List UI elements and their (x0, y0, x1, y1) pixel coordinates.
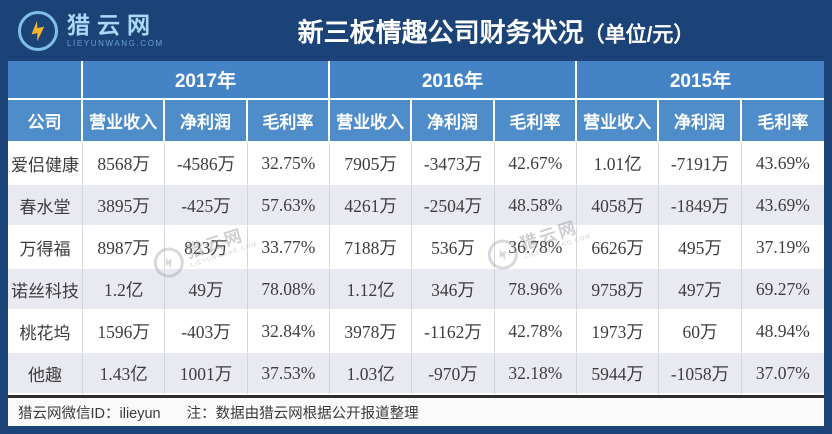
table-cell: -3473万 (412, 143, 495, 185)
table-cell: -1058万 (659, 353, 742, 395)
table-cell: -1162万 (412, 311, 495, 353)
table-cell: 37.19% (741, 227, 824, 269)
table-cell: -1849万 (659, 185, 742, 227)
table-cell: -2504万 (412, 185, 495, 227)
table-cell: 823万 (165, 227, 248, 269)
column-header: 净利润 (659, 100, 742, 143)
table-cell: 1.12亿 (330, 269, 413, 311)
company-cell: 爱侣健康 (8, 143, 83, 185)
company-cell: 诺丝科技 (8, 269, 83, 311)
table-cell: 1.03亿 (330, 353, 413, 395)
table-cell: -4586万 (165, 143, 248, 185)
financial-table-container: 2017年 2016年 2015年 公司 营业收入 净利润 毛利率 营业收入 净… (8, 61, 824, 426)
column-header-company: 公司 (8, 100, 83, 143)
table-cell: 6626万 (577, 227, 660, 269)
year-header-2015: 2015年 (577, 61, 824, 100)
table-cell: 1.43亿 (83, 353, 166, 395)
table-cell: 32.84% (247, 311, 330, 353)
table-cell: 9758万 (577, 269, 660, 311)
company-cell: 他趣 (8, 353, 83, 395)
table-cell: 7188万 (330, 227, 413, 269)
table-cell: 346万 (412, 269, 495, 311)
table-cell: 32.18% (494, 353, 577, 395)
page-title: 新三板情趣公司财务状况（单位/元） (298, 12, 695, 49)
table-cell: 43.69% (741, 143, 824, 185)
column-header: 营业收入 (83, 100, 166, 143)
table-cell: 1.2亿 (83, 269, 166, 311)
table-cell: 8568万 (83, 143, 166, 185)
corner-cell (8, 61, 83, 100)
table-cell: 32.75% (247, 143, 330, 185)
table-cell: 48.58% (494, 185, 577, 227)
company-cell: 桃花坞 (8, 311, 83, 353)
table-cell: 7905万 (330, 143, 413, 185)
company-cell: 万得福 (8, 227, 83, 269)
table-cell: 3978万 (330, 311, 413, 353)
page-title-unit: （单位/元） (583, 23, 695, 46)
table-cell: 536万 (412, 227, 495, 269)
year-header-2017: 2017年 (83, 61, 330, 100)
table-cell: 3895万 (83, 185, 166, 227)
table-cell: -403万 (165, 311, 248, 353)
table-cell: 36.78% (494, 227, 577, 269)
table-cell: 1973万 (577, 311, 660, 353)
table-cell: 497万 (659, 269, 742, 311)
table-cell: 1596万 (83, 311, 166, 353)
footer-wechat-id: 猎云网微信ID：ilieyun (18, 405, 161, 422)
company-cell: 春水堂 (8, 185, 83, 227)
page-title-main: 新三板情趣公司财务状况 (297, 17, 584, 47)
footer-source-note: 注：数据由猎云网根据公开报道整理 (186, 405, 419, 422)
table-cell: 57.63% (247, 185, 330, 227)
logo-brand: 猎云网 (67, 11, 157, 38)
footer-bar: 猎云网微信ID：ilieyun 注：数据由猎云网根据公开报道整理 (8, 395, 824, 426)
table-cell: 43.69% (741, 185, 824, 227)
column-header: 净利润 (412, 100, 495, 143)
table-cell: -7191万 (659, 143, 742, 185)
table-cell: 48.94% (741, 311, 824, 353)
table-cell: 49万 (165, 269, 248, 311)
table-cell: 1.01亿 (577, 143, 660, 185)
table-cell: 5944万 (577, 353, 660, 395)
lieyun-logo: 猎云网 LIEYUNWANG.COM (18, 10, 164, 51)
column-header: 营业收入 (577, 100, 660, 143)
table-cell: 37.53% (247, 353, 330, 395)
table-cell: 1001万 (165, 353, 248, 395)
top-banner: 猎云网 LIEYUNWANG.COM 新三板情趣公司财务状况（单位/元） (0, 0, 832, 61)
table-cell: 69.27% (741, 269, 824, 311)
column-header: 毛利率 (247, 100, 330, 143)
table-cell: 78.08% (247, 269, 330, 311)
table-cell: 8987万 (83, 227, 166, 269)
table-cell: 37.07% (741, 353, 824, 395)
table-cell: 78.96% (494, 269, 577, 311)
column-header: 毛利率 (494, 100, 577, 143)
column-header: 净利润 (165, 100, 248, 143)
table-cell: 33.77% (247, 227, 330, 269)
table-cell: -970万 (412, 353, 495, 395)
table-cell: -425万 (165, 185, 248, 227)
logo-domain: LIEYUNWANG.COM (67, 38, 164, 48)
lightning-bolt-icon (18, 10, 58, 51)
column-header: 营业收入 (330, 100, 413, 143)
logo-text: 猎云网 LIEYUNWANG.COM (67, 11, 164, 48)
table-cell: 42.78% (494, 311, 577, 353)
column-header: 毛利率 (741, 100, 824, 143)
financial-table: 2017年 2016年 2015年 公司 营业收入 净利润 毛利率 营业收入 净… (8, 61, 824, 395)
table-cell: 4261万 (330, 185, 413, 227)
table-cell: 60万 (659, 311, 742, 353)
table-cell: 495万 (659, 227, 742, 269)
table-cell: 4058万 (577, 185, 660, 227)
year-header-2016: 2016年 (330, 61, 577, 100)
table-cell: 42.67% (494, 143, 577, 185)
